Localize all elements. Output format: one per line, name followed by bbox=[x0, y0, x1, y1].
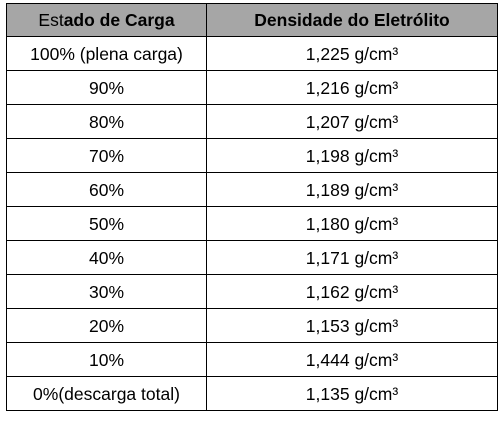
table-row: 60% 1,189 g/cm³ bbox=[6, 172, 498, 207]
header-densidade: Densidade do Eletrólito bbox=[206, 3, 498, 37]
cell-densidade: 1,180 g/cm³ bbox=[206, 206, 498, 241]
cell-densidade: 1,171 g/cm³ bbox=[206, 240, 498, 275]
header-estado-de-carga: Estado de Carga bbox=[6, 3, 207, 37]
cell-estado: 40% bbox=[6, 240, 207, 275]
cell-estado: 0%(descarga total) bbox=[6, 376, 207, 411]
table-row: 0%(descarga total) 1,135 g/cm³ bbox=[6, 376, 498, 411]
table-row: 20% 1,153 g/cm³ bbox=[6, 308, 498, 343]
cell-estado: 30% bbox=[6, 274, 207, 309]
table-row: 90% 1,216 g/cm³ bbox=[6, 70, 498, 105]
cell-estado: 100% (plena carga) bbox=[6, 36, 207, 71]
cell-densidade: 1,444 g/cm³ bbox=[206, 342, 498, 377]
cell-densidade: 1,162 g/cm³ bbox=[206, 274, 498, 309]
table-row: 50% 1,180 g/cm³ bbox=[6, 206, 498, 241]
cell-estado: 20% bbox=[6, 308, 207, 343]
density-table: Estado de Carga Densidade do Eletrólito … bbox=[6, 3, 498, 411]
cell-estado: 90% bbox=[6, 70, 207, 105]
table-row: 30% 1,162 g/cm³ bbox=[6, 274, 498, 309]
table-row: 10% 1,444 g/cm³ bbox=[6, 342, 498, 377]
header-row: Estado de Carga Densidade do Eletrólito bbox=[6, 3, 498, 37]
cell-estado: 10% bbox=[6, 342, 207, 377]
cell-densidade: 1,198 g/cm³ bbox=[206, 138, 498, 173]
density-table-container: Estado de Carga Densidade do Eletrólito … bbox=[6, 3, 498, 411]
table-header: Estado de Carga Densidade do Eletrólito bbox=[6, 3, 498, 37]
cell-estado: 60% bbox=[6, 172, 207, 207]
cell-densidade: 1,216 g/cm³ bbox=[206, 70, 498, 105]
table-row: 70% 1,198 g/cm³ bbox=[6, 138, 498, 173]
cell-estado: 50% bbox=[6, 206, 207, 241]
cell-densidade: 1,135 g/cm³ bbox=[206, 376, 498, 411]
table-body: 100% (plena carga) 1,225 g/cm³ 90% 1,216… bbox=[6, 36, 498, 411]
cell-estado: 70% bbox=[6, 138, 207, 173]
header-estado-rest: ado de Carga bbox=[63, 10, 175, 30]
table-row: 80% 1,207 g/cm³ bbox=[6, 104, 498, 139]
cell-densidade: 1,189 g/cm³ bbox=[206, 172, 498, 207]
cell-estado: 80% bbox=[6, 104, 207, 139]
table-row: 100% (plena carga) 1,225 g/cm³ bbox=[6, 36, 498, 71]
cell-densidade: 1,225 g/cm³ bbox=[206, 36, 498, 71]
header-estado-prefix: Est bbox=[38, 10, 64, 30]
cell-densidade: 1,207 g/cm³ bbox=[206, 104, 498, 139]
cell-densidade: 1,153 g/cm³ bbox=[206, 308, 498, 343]
table-row: 40% 1,171 g/cm³ bbox=[6, 240, 498, 275]
